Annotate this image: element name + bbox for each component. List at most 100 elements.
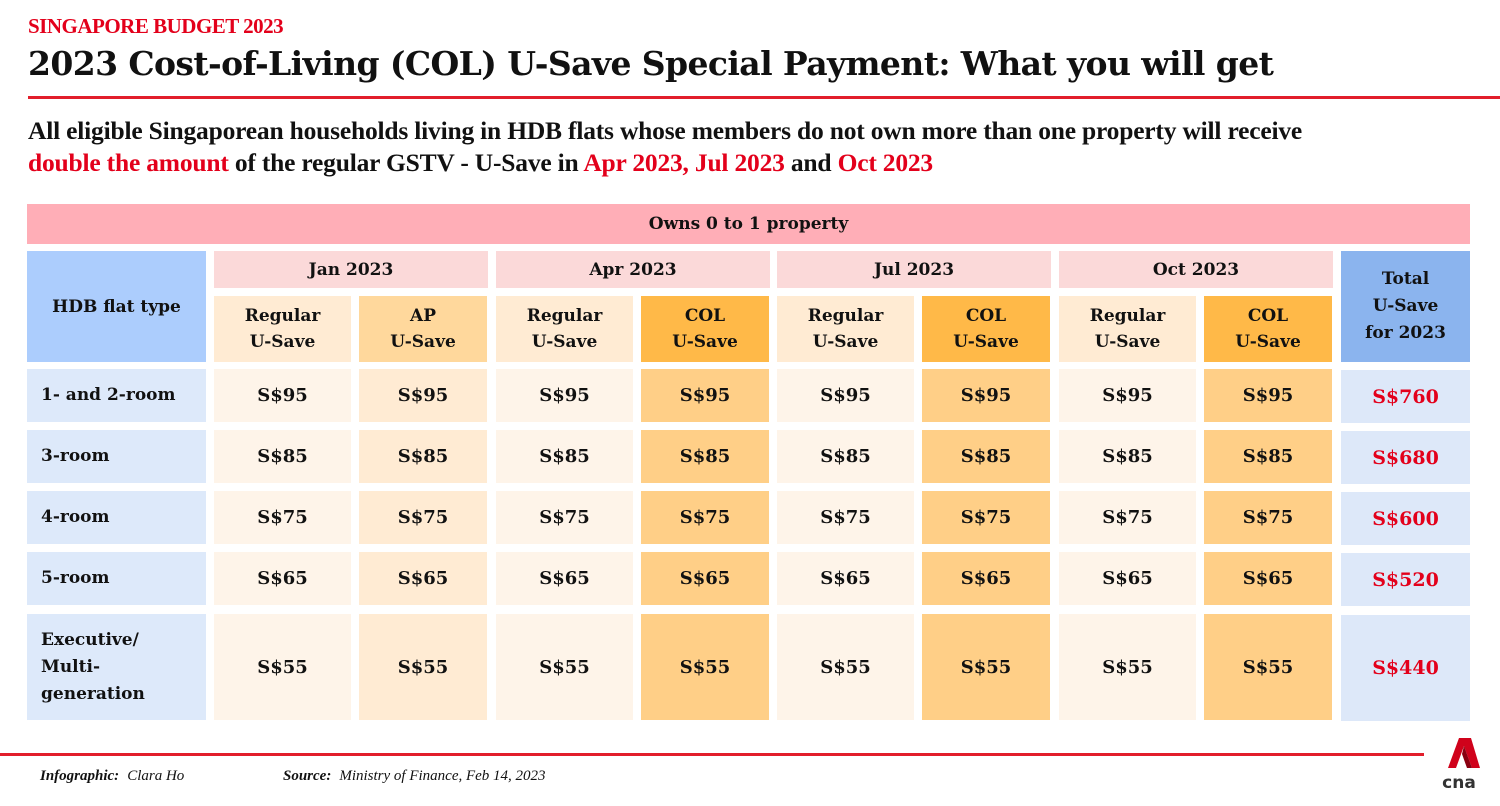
sub-header-line: U-Save [1094, 332, 1161, 352]
sub-header-line: U-Save [531, 332, 598, 352]
month-header: Apr 2023 [496, 251, 770, 288]
sub-header-line: COL [1247, 306, 1289, 326]
amount-cell: S$85 [214, 430, 351, 483]
total-header-line: Total [1381, 269, 1430, 289]
sub-header-line: U-Save [390, 332, 456, 352]
flat-type-label: 5-room [27, 552, 206, 605]
cna-logo: cna [1436, 738, 1482, 793]
amount-cell: S$95 [1059, 369, 1196, 422]
cna-logo-icon: cna [1442, 738, 1480, 793]
amount-cell: S$95 [359, 369, 487, 422]
amount-cell: S$55 [922, 614, 1050, 720]
regular-usave-header: Regular U-Save [1059, 296, 1196, 362]
flat-type-line: 4-room [41, 507, 110, 527]
total-cell: S$440 [1341, 615, 1470, 721]
sub-header-line: AP [410, 306, 436, 326]
kicker: SINGAPORE BUDGET 2023 [28, 14, 284, 38]
total-header: Total U-Save for 2023 [1341, 251, 1470, 362]
flat-type-label: 1- and 2-room [27, 369, 206, 422]
amount-cell: S$55 [496, 614, 633, 720]
amount-cell: S$85 [641, 430, 769, 483]
amount-cell: S$65 [922, 552, 1050, 605]
amount-cell: S$95 [496, 369, 633, 422]
col-usave-header: COL U-Save [922, 296, 1050, 362]
sub-header-line: U-Save [812, 332, 879, 352]
page-title: 2023 Cost-of-Living (COL) U-Save Special… [28, 44, 1274, 83]
sub-header-line: U-Save [953, 332, 1019, 352]
subtitle-highlight-oct: Oct 2023 [837, 148, 934, 177]
infographic-label: Infographic: [40, 768, 120, 784]
infographic-author: Clara Ho [127, 768, 185, 784]
col-usave-header: COL U-Save [1204, 296, 1332, 362]
flat-type-line: Multi- [41, 656, 101, 677]
flat-type-header: HDB flat type [27, 251, 206, 362]
amount-cell: S$65 [1059, 552, 1196, 605]
amount-cell: S$75 [496, 491, 633, 544]
ap-usave-header: AP U-Save [359, 296, 487, 362]
source-value: Ministry of Finance, Feb 14, 2023 [339, 768, 546, 784]
sub-header-line: U-Save [1235, 332, 1301, 352]
source-label: Source: [283, 768, 332, 784]
flat-type-line: Executive/ [41, 629, 139, 650]
cna-logo-text: cna [1442, 773, 1476, 790]
sub-header-line: Regular [807, 306, 884, 326]
flat-type-line: generation [41, 683, 145, 704]
amount-cell: S$75 [1204, 491, 1332, 544]
title-divider [28, 96, 1500, 99]
table-banner: Owns 0 to 1 property [27, 204, 1470, 244]
amount-cell: S$75 [359, 491, 487, 544]
total-header-line: U-Save [1372, 296, 1439, 316]
amount-cell: S$85 [1059, 430, 1196, 483]
amount-cell: S$65 [777, 552, 914, 605]
flat-type-label: Executive/Multi-generation [27, 614, 206, 720]
regular-usave-header: Regular U-Save [496, 296, 633, 362]
amount-cell: S$55 [1059, 614, 1196, 720]
source-credit: Source: Ministry of Finance, Feb 14, 2023 [283, 768, 546, 785]
amount-cell: S$75 [1059, 491, 1196, 544]
amount-cell: S$85 [777, 430, 914, 483]
amount-cell: S$95 [1204, 369, 1332, 422]
flat-type-line: 5-room [41, 568, 110, 588]
sub-header-line: U-Save [249, 332, 316, 352]
sub-header-line: Regular [244, 306, 321, 326]
amount-cell: S$85 [1204, 430, 1332, 483]
amount-cell: S$55 [1204, 614, 1332, 720]
sub-header-line: COL [684, 306, 726, 326]
amount-cell: S$95 [922, 369, 1050, 422]
flat-type-label: 4-room [27, 491, 206, 544]
sub-header-line: U-Save [672, 332, 738, 352]
total-cell: S$760 [1341, 370, 1470, 423]
amount-cell: S$55 [777, 614, 914, 720]
col-usave-header: COL U-Save [641, 296, 769, 362]
subtitle-mid: of the regular GSTV - U-Save in [228, 148, 584, 177]
amount-cell: S$75 [641, 491, 769, 544]
subtitle: All eligible Singaporean households livi… [28, 115, 1488, 179]
amount-cell: S$85 [922, 430, 1050, 483]
subtitle-and: and [784, 148, 838, 177]
amount-cell: S$65 [359, 552, 487, 605]
flat-type-label: 3-room [27, 430, 206, 483]
footer-divider [0, 753, 1424, 756]
subtitle-highlight-double: double the amount [28, 148, 229, 177]
amount-cell: S$85 [496, 430, 633, 483]
sub-header-line: COL [965, 306, 1007, 326]
amount-cell: S$55 [359, 614, 487, 720]
subtitle-line1: All eligible Singaporean households livi… [28, 116, 1303, 145]
amount-cell: S$65 [641, 552, 769, 605]
regular-usave-header: Regular U-Save [777, 296, 914, 362]
amount-cell: S$75 [214, 491, 351, 544]
sub-header-line: Regular [526, 306, 603, 326]
total-header-line: for 2023 [1365, 323, 1446, 343]
amount-cell: S$65 [496, 552, 633, 605]
sub-header-line: Regular [1089, 306, 1166, 326]
amount-cell: S$95 [641, 369, 769, 422]
regular-usave-header: Regular U-Save [214, 296, 351, 362]
month-header: Oct 2023 [1059, 251, 1333, 288]
flat-type-line: 3-room [41, 446, 110, 466]
amount-cell: S$65 [214, 552, 351, 605]
month-header: Jan 2023 [214, 251, 488, 288]
total-cell: S$680 [1341, 431, 1470, 484]
month-header: Jul 2023 [777, 251, 1051, 288]
amount-cell: S$75 [922, 491, 1050, 544]
amount-cell: S$55 [641, 614, 769, 720]
